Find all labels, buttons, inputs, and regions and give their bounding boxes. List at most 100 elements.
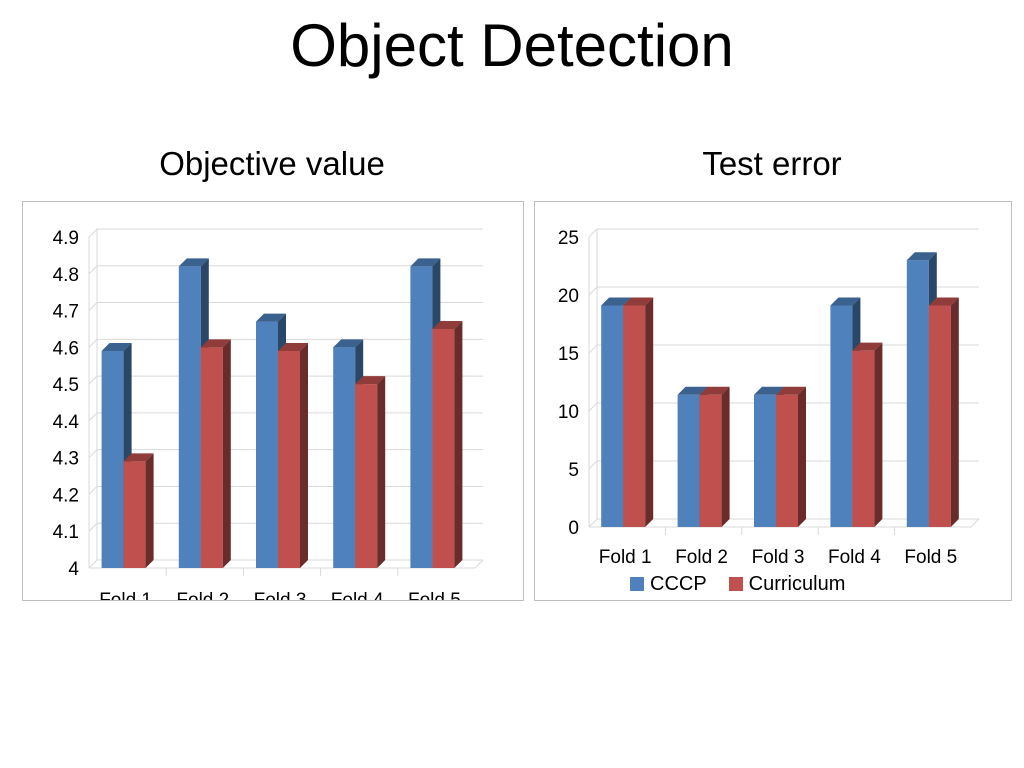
objective-floor-edge [474, 559, 484, 569]
test-error-y-tick-label: 5 [568, 460, 579, 481]
test-error-y-tick-label: 15 [558, 344, 579, 365]
objective-bar-curriculum [200, 347, 223, 568]
test-error-y-tick-label: 0 [568, 518, 579, 539]
objective-gridline-side [88, 338, 98, 348]
chart-title-test-error: Test error [702, 145, 842, 182]
objective-gridline-side [88, 265, 98, 275]
objective-x-tick-label: Fold 4 [331, 590, 384, 600]
test-error-bar-top-curriculum [776, 386, 806, 395]
objective-bar-top-cccp [178, 258, 209, 267]
objective-y-tick-label: 4.1 [53, 522, 79, 543]
objective-bar-top-curriculum [355, 376, 386, 385]
test-error-bar-curriculum [852, 350, 875, 527]
objective-y-tick-label: 4.5 [53, 375, 79, 396]
test-error-gridline-side [588, 518, 598, 528]
objective-bar-top-curriculum [432, 320, 463, 329]
chart-title-objective-value: Objective value [159, 145, 385, 182]
test-error-chart-svg: 0 5 10 15 20 25 Fold 1 Fold 2 Fold 3 Fold 4 Fold 5 [558, 228, 980, 568]
objective-bar-side-curriculum [145, 453, 154, 568]
objective-bar-curriculum [432, 328, 455, 568]
objective-gridline-side [88, 486, 98, 495]
test-error-bar-curriculum [776, 394, 798, 527]
objective-bar-top-curriculum [278, 343, 308, 352]
objective-gridline-side [88, 302, 98, 311]
test-error-y-tick-label: 25 [558, 228, 579, 249]
test-error-bar-curriculum [699, 394, 722, 527]
test-error-gridline-side [588, 344, 598, 354]
objective-y-tick-label: 4.7 [53, 302, 79, 323]
test-error-bar-side-curriculum [950, 297, 959, 527]
objective-bar-top-curriculum [200, 339, 231, 348]
objective-bar-top-cccp [101, 343, 132, 352]
test-error-x-tick-label: Fold 3 [752, 547, 805, 568]
objective-bar-cccp [333, 347, 356, 568]
test-error-bar-cccp [601, 305, 624, 527]
objective-bar-top-curriculum [123, 453, 154, 462]
test-error-bar-cccp [754, 394, 776, 527]
objective-y-tick-label: 4.4 [53, 412, 80, 433]
objective-bar-side-curriculum [454, 320, 463, 568]
objective-bar-curriculum [278, 351, 300, 568]
test-error-bar-top-cccp [601, 297, 632, 306]
test-error-y-tick-label: 20 [558, 286, 579, 307]
test-error-gridline-side [588, 460, 598, 470]
objective-bar-top-cccp [410, 258, 441, 267]
legend-item-curriculum: Curriculum [728, 572, 846, 596]
objective-gridline-side [88, 375, 98, 385]
objective-bar-cccp [410, 266, 433, 568]
test-error-bar-curriculum [928, 305, 951, 527]
test-error-bar-curriculum [623, 305, 646, 527]
test-error-bar-top-curriculum [928, 297, 959, 306]
legend-label-curriculum: Curriculum [748, 572, 846, 595]
legend-label-cccp: CCCP [650, 572, 707, 595]
slide-title: Object Detection [290, 12, 734, 79]
test-error-bar-top-cccp [677, 386, 708, 395]
objective-bar-top-cccp [256, 313, 286, 322]
objective-bar-cccp [101, 351, 124, 568]
test-error-bar-side-curriculum [645, 297, 654, 527]
objective-x-tick-label: Fold 1 [99, 590, 152, 600]
legend-swatch-cccp [630, 577, 644, 591]
objective-y-tick-label: 4.8 [53, 265, 79, 286]
legend-swatch-curriculum [728, 577, 743, 591]
test-error-bar-top-cccp [906, 252, 937, 261]
test-error-bar-cccp [677, 394, 700, 527]
test-error-x-tick-label: Fold 2 [675, 547, 728, 568]
test-error-bar-top-cccp [830, 297, 861, 306]
test-error-x-tick-label: Fold 4 [828, 547, 881, 568]
objective-gridline-side [88, 449, 98, 459]
test-error-bar-top-curriculum [852, 342, 883, 351]
objective-gridline-side [88, 228, 98, 238]
test-error-y-tick-label: 10 [558, 402, 579, 423]
objective-bar-side-curriculum [377, 376, 386, 568]
objective-value-chart: 4 4.1 4.2 4.3 4.4 4.5 4.6 4.7 4.8 4.9 Fold 1 Fold 2… [22, 201, 524, 601]
test-error-x-tick-label: Fold 5 [904, 547, 957, 568]
test-error-bar-side-curriculum [798, 386, 806, 527]
objective-y-tick-label: 4.6 [53, 338, 79, 359]
objective-bar-curriculum [355, 384, 378, 568]
test-error-gridline-side [588, 228, 598, 238]
objective-y-tick-label: 4.3 [53, 449, 79, 470]
test-error-bar-top-cccp [754, 386, 784, 395]
objective-x-tick-label: Fold 2 [176, 590, 229, 600]
legend-item-cccp: CCCP [630, 573, 707, 596]
test-error-gridline-side [588, 402, 598, 412]
test-error-gridline-side [588, 286, 598, 296]
test-error-chart: 0 5 10 15 20 25 Fold 1 Fold 2 Fold 3 Fold 4 Fold 5 [534, 201, 1012, 601]
objective-gridline-side [88, 522, 98, 532]
objective-bar-side-curriculum [222, 339, 231, 568]
objective-gridline-side [88, 559, 98, 569]
test-error-bar-side-curriculum [874, 342, 883, 527]
test-error-floor-edge [970, 518, 980, 528]
objective-y-tick-label: 4.2 [53, 485, 79, 506]
test-error-bar-top-curriculum [699, 386, 730, 395]
objective-y-tick-label: 4.9 [53, 228, 79, 249]
objective-x-tick-label: Fold 5 [408, 590, 461, 600]
test-error-x-tick-label: Fold 1 [599, 547, 652, 568]
objective-gridline-side [88, 412, 98, 422]
objective-bar-top-cccp [333, 339, 364, 348]
objective-y-tick-label: 4 [68, 559, 79, 580]
objective-bar-side-curriculum [300, 343, 308, 568]
test-error-legend: CCCP Curriculum [630, 572, 867, 596]
test-error-bar-cccp [830, 305, 853, 527]
